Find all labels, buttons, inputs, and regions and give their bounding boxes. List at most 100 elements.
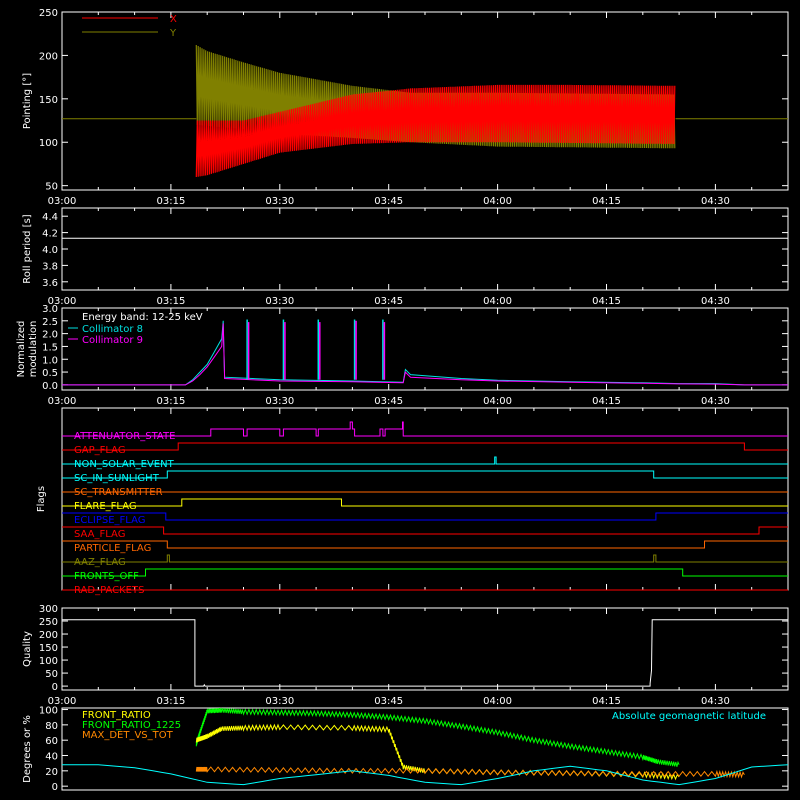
flag-label: NON_SOLAR_EVENT — [74, 459, 175, 470]
y-tick-label: 250 — [39, 8, 58, 19]
flag-label: AAZ_FLAG — [74, 557, 126, 568]
x-tick-label: 04:30 — [701, 196, 730, 207]
panel-quality: 03:00 03:15 03:30 03:45 04:00 04:15 04:30 0 50 10… — [22, 604, 789, 707]
legend-label: X — [170, 14, 177, 25]
legend-label: Y — [169, 28, 177, 39]
y-tick-label: 1.5 — [42, 342, 58, 353]
y-tick-label: 100 — [39, 138, 58, 149]
flag-attenuator_state — [62, 421, 788, 437]
x-tick-label: 04:00 — [483, 296, 512, 307]
y-tick-label: 60 — [45, 736, 58, 747]
flag-label: SAA_FLAG — [74, 529, 125, 540]
x-tick-label: 03:30 — [265, 396, 294, 407]
y-tick-label: 150 — [39, 643, 58, 654]
x-tick-label: 04:15 — [592, 296, 621, 307]
y-tick-label: 4.2 — [42, 229, 58, 240]
axes-frame — [61, 707, 789, 791]
flag-label: FRONTS_OFF — [74, 571, 139, 582]
x-tick-label: 04:00 — [483, 396, 512, 407]
flag-label: ECLIPSE_FLAG — [74, 515, 145, 526]
axes-frame — [61, 607, 789, 691]
y-tick-label: 3.0 — [42, 304, 58, 315]
legend-label: Collimator 8 — [82, 324, 143, 335]
legend-title: Energy band: 12-25 keV — [82, 312, 203, 323]
y-tick-label: 80 — [45, 721, 58, 732]
y-axis-label: Pointing [°] — [22, 73, 33, 129]
panel-roll-period: 03:00 03:15 03:30 03:45 04:00 04:15 04:30 3.6 3.… — [22, 207, 789, 307]
y-tick-label: 150 — [39, 95, 58, 106]
y-axis-label: Roll period [s] — [22, 214, 33, 283]
flag-label: SC_TRANSMITTER — [74, 487, 163, 498]
y-axis-label: Flags — [36, 486, 47, 512]
x-tick-label: 03:45 — [374, 396, 403, 407]
legend-label: FRONT_RATIO — [82, 710, 151, 721]
panel-normalized-modulation: 03:00 03:15 03:30 03:45 04:00 04:15 04:30 0.0 0.… — [16, 304, 789, 407]
series-quality — [62, 619, 788, 687]
y-tick-label: 2.0 — [42, 330, 58, 341]
legend-label: FRONT_RATIO_1225 — [82, 720, 181, 731]
x-tick-label: 03:45 — [374, 696, 403, 707]
panel-flags: Flags ATTENUATOR_STATE GAP_FLAG NON_SOLAR_E… — [36, 407, 789, 596]
x-tick-label: 03:45 — [374, 296, 403, 307]
y-tick-label: 2.5 — [42, 317, 58, 328]
flag-flare_flag — [62, 498, 788, 507]
flag-sc_in_sunlight — [62, 470, 788, 479]
x-tick-label: 04:30 — [701, 396, 730, 407]
y-tick-label: 0 — [52, 682, 58, 693]
y-tick-label: 3.8 — [42, 261, 58, 272]
y-tick-label: 3.6 — [42, 278, 58, 289]
x-tick-label: 03:15 — [156, 196, 185, 207]
flag-label: FLARE_FLAG — [74, 501, 137, 512]
y-tick-label: 200 — [39, 51, 58, 62]
flag-saa_flag — [62, 526, 788, 535]
x-tick-label: 03:30 — [265, 196, 294, 207]
y-tick-label: 250 — [39, 617, 58, 628]
x-tick-label: 03:00 — [48, 696, 77, 707]
series-max_det_vs_tot — [195, 766, 745, 779]
flag-label: SC_IN_SUNLIGHT — [74, 473, 160, 484]
x-tick-label: 03:15 — [156, 696, 185, 707]
y-tick-label: 100 — [39, 656, 58, 667]
x-tick-label: 04:15 — [592, 696, 621, 707]
series-collimator-9 — [62, 323, 788, 386]
flag-gap_flag — [62, 442, 788, 451]
legend-label: MAX_DET_VS_TOT — [82, 730, 174, 741]
flag-label: PARTICLE_FLAG — [74, 543, 151, 554]
x-tick-label: 03:00 — [48, 396, 77, 407]
x-tick-label: 04:00 — [483, 196, 512, 207]
series-front_ratio_1225 — [195, 707, 680, 767]
x-tick-label: 03:30 — [265, 696, 294, 707]
y-tick-label: 0 — [52, 782, 58, 793]
series-collimator-8 — [62, 320, 788, 386]
flag-aaz_flag — [62, 554, 788, 563]
flag-fronts_off — [62, 568, 788, 577]
flag-label: RAD_PACKETS — [74, 585, 144, 596]
x-tick-label: 03:45 — [374, 196, 403, 207]
flag-label: GAP_FLAG — [74, 445, 126, 456]
x-tick-label: 03:15 — [156, 296, 185, 307]
x-tick-label: 03:30 — [265, 296, 294, 307]
x-tick-label: 03:00 — [48, 196, 77, 207]
x-tick-label: 04:30 — [701, 296, 730, 307]
flag-non_solar_event — [62, 456, 788, 465]
x-tick-label: 04:30 — [701, 696, 730, 707]
panel-pointing: 03:00 03:15 03:30 03:45 04:00 04:15 04:30 50 100… — [22, 8, 789, 207]
y-tick-label: 50 — [45, 669, 58, 680]
y-tick-label: 1.0 — [42, 355, 58, 366]
y-tick-label: 0.0 — [42, 381, 58, 392]
y-tick-label: 50 — [45, 182, 58, 193]
y-tick-label: 4.4 — [42, 212, 58, 223]
y-tick-label: 4.0 — [42, 245, 58, 256]
x-tick-label: 04:15 — [592, 396, 621, 407]
flag-particle_flag — [62, 540, 788, 549]
y-tick-label: 100 — [39, 706, 58, 717]
flag-eclipse_flag — [62, 512, 788, 521]
axes-frame — [61, 207, 789, 291]
legend-label: Collimator 9 — [82, 335, 143, 346]
x-tick-label: 04:00 — [483, 696, 512, 707]
x-tick-label: 03:15 — [156, 396, 185, 407]
y-axis-label: Quality — [22, 631, 33, 667]
y-axis-label: Normalized — [16, 321, 27, 378]
x-tick-label: 04:15 — [592, 196, 621, 207]
